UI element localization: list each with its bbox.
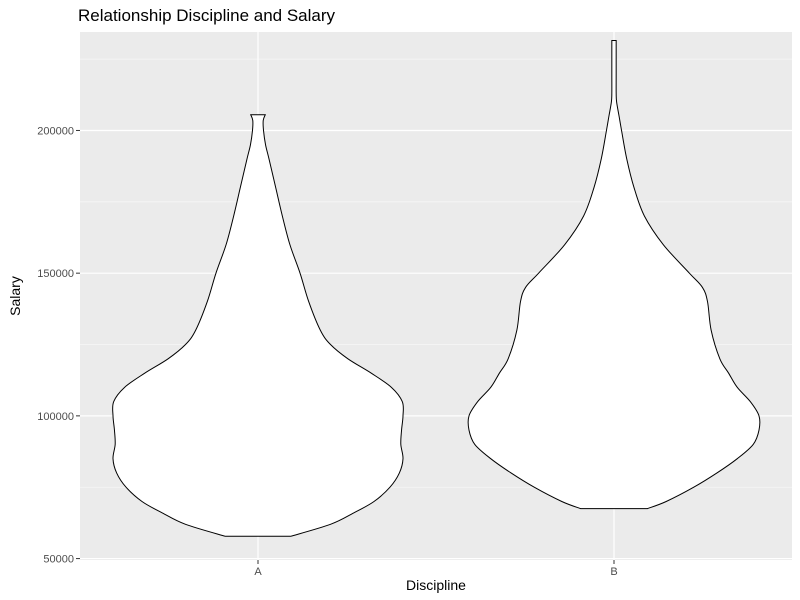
violin-B bbox=[467, 40, 761, 510]
x-axis-title: Discipline bbox=[406, 577, 466, 593]
y-axis-title: Salary bbox=[7, 276, 23, 316]
violins bbox=[112, 40, 761, 537]
y-tick-label: 50000 bbox=[43, 554, 74, 566]
x-tick-label: B bbox=[610, 566, 617, 578]
violin-A bbox=[112, 114, 404, 537]
x-tick-label: A bbox=[254, 566, 262, 578]
y-tick-label: 150000 bbox=[37, 268, 74, 280]
y-axis: 50000 100000 150000 200000 bbox=[37, 125, 80, 566]
y-tick-label: 100000 bbox=[37, 411, 74, 423]
y-tick-label: 200000 bbox=[37, 125, 74, 137]
chart-title: Relationship Discipline and Salary bbox=[78, 6, 336, 25]
